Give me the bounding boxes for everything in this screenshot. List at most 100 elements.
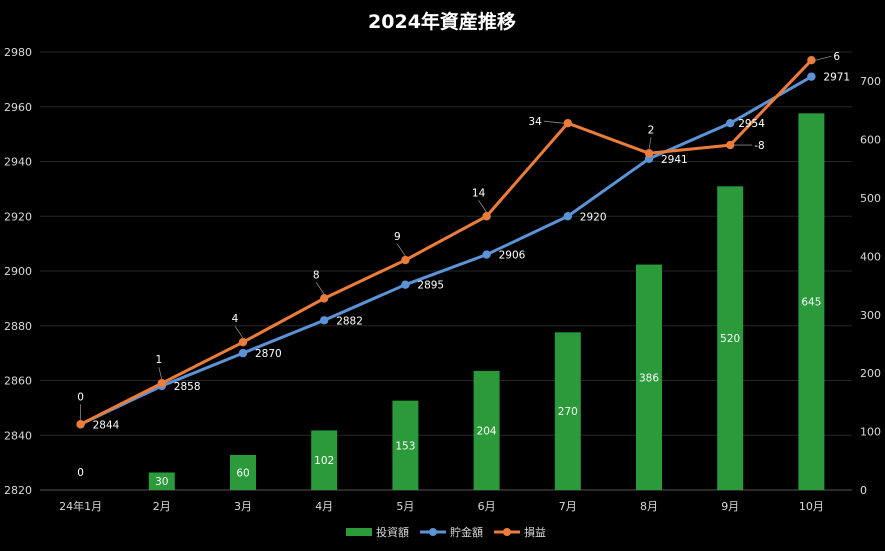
right-tick-label: 700	[860, 75, 881, 88]
leader-line	[397, 243, 406, 257]
profit-data-label: 0	[77, 391, 84, 403]
data-point	[563, 212, 572, 221]
leader-line	[478, 200, 487, 213]
bar-data-label: 386	[639, 372, 659, 384]
bar	[392, 400, 419, 490]
data-point	[238, 348, 248, 358]
legend-label: 損益	[524, 525, 546, 539]
data-point	[401, 280, 410, 289]
bar	[311, 430, 338, 490]
leader-line	[158, 367, 163, 380]
x-tick-label: 8月	[640, 500, 658, 513]
right-tick-label: 100	[860, 426, 881, 439]
right-tick-label: 600	[860, 134, 881, 147]
data-point	[320, 316, 329, 325]
profit-data-label: 14	[472, 187, 486, 199]
bar	[717, 186, 744, 490]
data-point	[807, 72, 816, 81]
data-point	[726, 140, 735, 150]
legend: 投資額 貯金額 損益	[346, 525, 546, 539]
x-tick-label: 24年1月	[59, 499, 102, 513]
savings-data-label: 2870	[255, 348, 282, 360]
left-tick-label: 2940	[4, 156, 32, 169]
bar	[473, 370, 500, 490]
profit-data-label: 6	[833, 51, 840, 63]
left-tick-label: 2860	[4, 375, 32, 388]
savings-data-label: 2906	[499, 250, 526, 262]
legend-swatch-marker	[503, 528, 511, 536]
x-tick-label: 2月	[153, 500, 171, 513]
left-tick-label: 2880	[4, 320, 32, 333]
series-line	[79, 59, 813, 426]
savings-data-label: 2895	[417, 280, 444, 292]
left-tick-label: 2900	[4, 265, 32, 278]
left-tick-label: 2920	[4, 210, 32, 223]
right-tick-label: 500	[860, 192, 881, 205]
left-tick-label: 2980	[4, 46, 32, 59]
bar-data-label: 645	[801, 297, 821, 309]
left-tick-label: 2820	[4, 484, 32, 497]
x-tick-label: 7月	[559, 500, 577, 513]
profit-data-label: -8	[754, 140, 764, 152]
bar-data-label: 520	[720, 333, 740, 345]
profit-data-label: 8	[313, 269, 320, 281]
series-line	[79, 75, 813, 426]
data-point	[726, 118, 735, 128]
data-point	[482, 212, 491, 221]
x-tick-label: 9月	[721, 500, 739, 513]
bar-series	[148, 113, 825, 490]
bar	[148, 472, 175, 490]
bar-data-label: 30	[155, 476, 168, 488]
bar-data-label: 0	[77, 467, 84, 479]
profit-data-label: 2	[648, 124, 655, 136]
data-point	[807, 56, 816, 65]
bar-data-label: 102	[314, 455, 334, 467]
x-tick-label: 6月	[478, 500, 496, 513]
savings-data-label: 2844	[93, 419, 120, 431]
right-axis: 0 100 200 300 400 500 600 700	[860, 75, 881, 497]
bar-data-label: 204	[477, 425, 497, 437]
data-point	[401, 255, 410, 265]
bar	[554, 332, 581, 490]
data-labels: 0306010215320427038652064528442858287028…	[77, 51, 850, 488]
legend-label: 投資額	[376, 525, 409, 539]
bar-data-label: 60	[236, 467, 249, 479]
data-point	[157, 379, 166, 388]
data-point	[76, 420, 85, 429]
right-tick-label: 300	[860, 309, 881, 322]
legend-label: 貯金額	[450, 525, 483, 539]
profit-data-label: 4	[232, 313, 239, 325]
right-tick-label: 200	[860, 367, 881, 380]
leader-line	[234, 325, 244, 339]
savings-data-label: 2920	[580, 211, 607, 223]
leader-line	[543, 120, 564, 124]
savings-data-label: 2971	[823, 72, 850, 84]
profit-data-label: 9	[394, 231, 401, 243]
chart-title: 2024年資産推移	[368, 10, 516, 33]
data-point	[644, 149, 654, 158]
bar-data-label: 270	[558, 406, 578, 418]
leader-line	[815, 55, 832, 61]
right-tick-label: 400	[860, 250, 881, 263]
savings-data-label: 2858	[174, 381, 201, 393]
data-point	[482, 250, 491, 259]
bar	[636, 264, 662, 490]
savings-data-label: 2941	[661, 154, 688, 166]
x-tick-label: 4月	[315, 500, 333, 513]
profit-data-label: 1	[155, 354, 162, 366]
savings-data-label: 2954	[738, 118, 765, 130]
left-tick-label: 2960	[4, 101, 32, 114]
data-point	[238, 337, 248, 347]
data-point	[563, 118, 572, 128]
right-tick-label: 0	[860, 484, 867, 497]
x-tick-label: 3月	[234, 500, 252, 513]
legend-swatch-bar	[346, 528, 372, 536]
leader-line	[648, 137, 652, 150]
left-tick-label: 2840	[4, 429, 32, 442]
x-tick-label: 5月	[396, 500, 414, 513]
line-series	[76, 56, 816, 429]
left-axis: 2820 2840 2860 2880 2900 2920 2940 2960 2980	[4, 46, 32, 497]
x-tick-label: 10月	[799, 500, 824, 513]
